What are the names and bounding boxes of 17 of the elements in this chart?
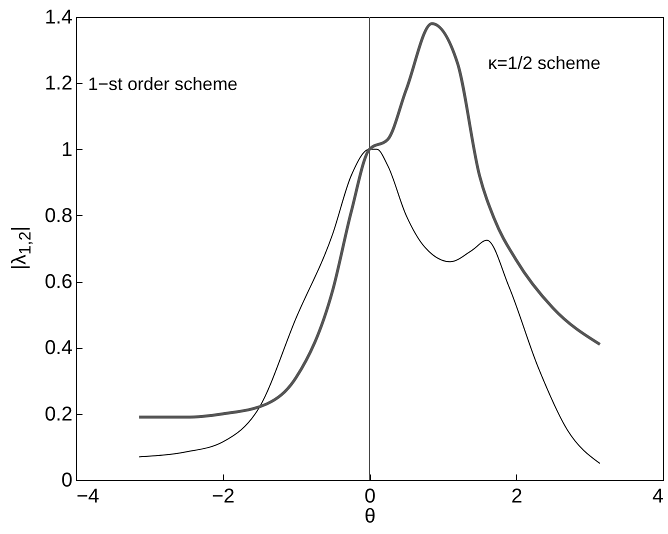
y-tick-label: 0 [61, 470, 72, 492]
y-tick-label: 0.6 [44, 271, 72, 294]
y-tick-label: 0.4 [44, 337, 72, 360]
x-tick-label: −2 [212, 486, 235, 508]
x-tick-label: 0 [364, 486, 376, 508]
line-series [138, 148, 600, 464]
x-axis-title: θ [364, 506, 376, 528]
x-tick-label: 2 [511, 486, 522, 508]
y-tick-label: 1 [61, 138, 72, 161]
x-tick-label: 4 [652, 486, 664, 508]
y-tick-label: 1.2 [44, 72, 72, 95]
annotation: 1−st order scheme [88, 74, 238, 94]
y-tick-label: 0.2 [44, 403, 72, 426]
x-tick-label: −4 [76, 486, 100, 508]
y-tick-label: 1.4 [44, 6, 72, 28]
y-tick-label: 0.8 [44, 204, 72, 227]
annotation: κ=1/2 scheme [488, 53, 601, 73]
